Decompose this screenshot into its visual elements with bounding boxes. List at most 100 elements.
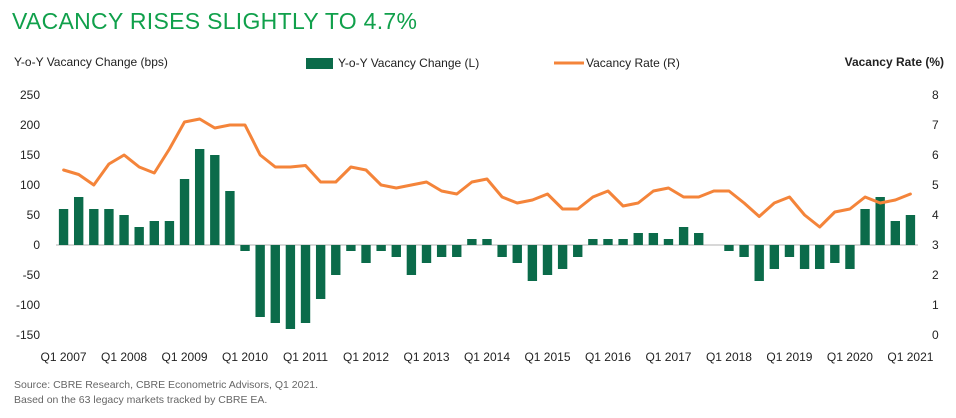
vacancy-change-bar	[89, 209, 99, 245]
vacancy-change-bar	[648, 233, 659, 245]
vacancy-change-bar	[270, 245, 280, 323]
y-right-tick-label: 3	[932, 238, 939, 252]
vacancy-change-bar	[240, 245, 250, 251]
legend-bar-label: Y-o-Y Vacancy Change (L)	[338, 56, 479, 70]
vacancy-change-bar	[376, 245, 386, 251]
vacancy-change-bar	[179, 179, 190, 245]
vacancy-change-bar	[905, 215, 916, 245]
y-right-tick-label: 2	[932, 268, 939, 282]
vacancy-change-bar	[527, 245, 538, 281]
y-right-tick-label: 8	[932, 88, 939, 102]
vacancy-change-bar	[875, 197, 885, 245]
x-tick-label: Q1 2015	[524, 350, 570, 364]
vacancy-change-bar	[724, 245, 734, 251]
vacancy-change-bar	[663, 239, 674, 245]
vacancy-change-bar	[603, 239, 613, 245]
y-right-tick-label: 7	[932, 118, 939, 132]
x-tick-label: Q1 2009	[162, 350, 208, 364]
x-tick-label: Q1 2007	[41, 350, 87, 364]
vacancy-change-bar	[784, 245, 795, 257]
vacancy-change-bar	[331, 245, 341, 275]
vacancy-change-bar	[164, 221, 175, 245]
x-tick-label: Q1 2021	[887, 350, 933, 364]
y-left-tick-label: 200	[20, 118, 40, 132]
y-left-tick-label: 0	[33, 238, 40, 252]
vacancy-change-bar	[225, 191, 235, 245]
y-right-tick-label: 0	[932, 328, 939, 342]
vacancy-change-bar	[845, 245, 855, 269]
vacancy-change-bar	[73, 197, 84, 245]
coverage-note: Based on the 63 legacy markets tracked b…	[14, 394, 268, 406]
y-left-tick-label: -50	[23, 268, 41, 282]
vacancy-change-bar	[104, 209, 114, 245]
vacancy-rate-line	[62, 117, 912, 229]
legend: Y-o-Y Vacancy Change (L) Vacancy Rate (R…	[306, 56, 680, 70]
vacancy-change-bar	[315, 245, 326, 299]
vacancy-change-bar	[482, 239, 492, 245]
vacancy-change-bar	[452, 245, 462, 257]
x-tick-label: Q1 2014	[464, 350, 510, 364]
vacancy-change-bar	[421, 245, 432, 263]
vacancy-change-bar	[210, 155, 220, 245]
vacancy-change-bar	[799, 245, 810, 269]
y-left-tick-label: 250	[20, 88, 40, 102]
x-tick-label: Q1 2016	[585, 350, 631, 364]
vacancy-change-bar	[406, 245, 417, 275]
y-left-tick-label: -150	[16, 328, 40, 342]
vacancy-change-bar	[739, 245, 749, 257]
x-tick-label: Q1 2011	[283, 350, 328, 364]
vacancy-change-bar	[754, 245, 764, 281]
vacancy-change-bar	[119, 215, 129, 245]
vacancy-change-bar	[890, 221, 901, 245]
vacancy-change-bar	[134, 227, 144, 245]
legend-bar-swatch	[306, 58, 333, 69]
x-tick-label: Q1 2012	[343, 350, 389, 364]
x-tick-label: Q1 2013	[403, 350, 449, 364]
vacancy-change-bar	[618, 239, 628, 245]
vacancy-change-bar	[860, 209, 870, 245]
vacancy-change-bar	[633, 233, 643, 245]
y-right-tick-label: 1	[932, 298, 939, 312]
vacancy-change-bar	[255, 245, 265, 317]
y-left-tick-label: 50	[27, 208, 41, 222]
bar-series	[58, 149, 916, 329]
vacancy-change-bar	[194, 149, 205, 245]
y-axis-right-label: Vacancy Rate (%)	[845, 55, 944, 69]
y-left-tick-label: 150	[20, 148, 40, 162]
x-tick-label: Q1 2019	[766, 350, 812, 364]
x-tick-label: Q1 2018	[706, 350, 752, 364]
y-axis-left-label: Y-o-Y Vacancy Change (bps)	[14, 55, 168, 69]
y-right-tick-label: 6	[932, 148, 939, 162]
vacancy-change-bar	[512, 245, 522, 263]
vacancy-change-bar	[285, 245, 296, 329]
legend-line-label: Vacancy Rate (R)	[586, 56, 680, 70]
vacancy-change-bar	[149, 221, 159, 245]
vacancy-change-bar	[542, 245, 553, 275]
y-left-tick-label: -100	[16, 298, 40, 312]
vacancy-change-bar	[391, 245, 401, 257]
vacancy-change-bar	[557, 245, 568, 269]
x-tick-label: Q1 2010	[222, 350, 268, 364]
vacancy-chart: 250 200 150 100 50 0 -50 -100 -150 8 7 6 5 4 3 2 1 0 Q1 20…	[14, 55, 944, 364]
chart-title: VACANCY RISES SLIGHTLY TO 4.7%	[12, 8, 418, 34]
x-tick-label: Q1 2008	[101, 350, 147, 364]
x-tick-label: Q1 2020	[827, 350, 873, 364]
vacancy-change-bar	[815, 245, 825, 269]
vacancy-change-bar	[346, 245, 356, 251]
source-note: Source: CBRE Research, CBRE Econometric …	[14, 379, 319, 391]
line-series	[62, 117, 912, 229]
vacancy-change-bar	[769, 245, 780, 269]
x-tick-label: Q1 2017	[645, 350, 691, 364]
vacancy-change-bar	[573, 245, 583, 257]
vacancy-change-bar	[361, 245, 371, 263]
vacancy-change-bar	[58, 209, 69, 245]
vacancy-change-bar	[694, 233, 704, 245]
vacancy-change-bar	[467, 239, 477, 245]
vacancy-change-bar	[588, 239, 598, 245]
chart-axes: 250 200 150 100 50 0 -50 -100 -150 8 7 6 5 4 3 2 1 0 Q1 20…	[16, 88, 939, 364]
vacancy-change-bar	[497, 245, 507, 257]
y-left-tick-label: 100	[20, 178, 40, 192]
y-right-tick-label: 4	[932, 208, 939, 222]
vacancy-change-bar	[830, 245, 840, 263]
vacancy-change-bar	[300, 245, 311, 323]
